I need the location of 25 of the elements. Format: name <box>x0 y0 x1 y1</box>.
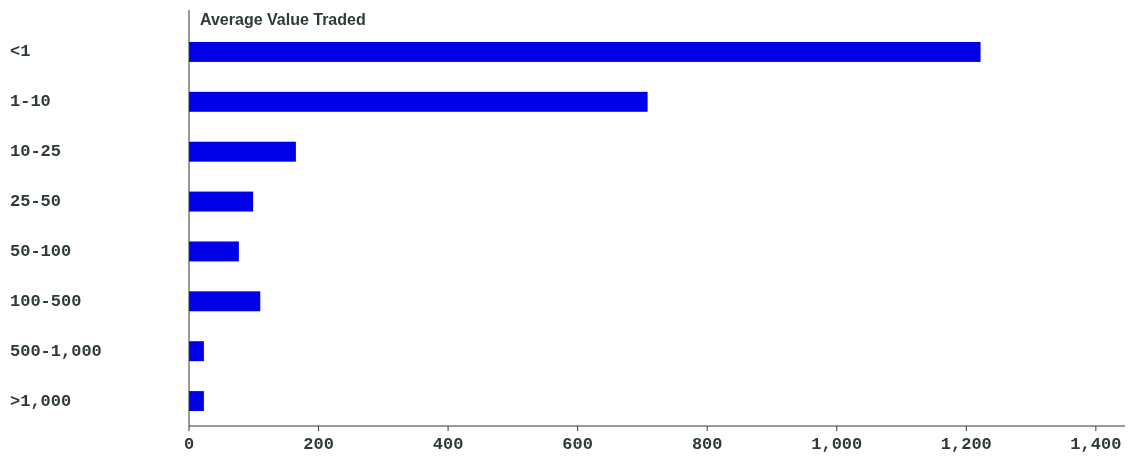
x-tick-label: 1,400 <box>1070 435 1122 454</box>
bar <box>189 41 981 62</box>
x-tick-label: 1,000 <box>811 435 863 454</box>
bar <box>189 291 261 312</box>
y-tick-label: 500-1,000 <box>10 341 102 361</box>
x-tick-label: 600 <box>562 435 593 454</box>
bar <box>189 341 204 362</box>
bar <box>189 191 254 212</box>
y-tick-label: 1-10 <box>10 92 51 112</box>
x-tick-label: 400 <box>432 435 464 454</box>
bar <box>189 141 296 162</box>
bar <box>189 91 648 112</box>
bar <box>189 391 204 412</box>
x-tick-label: 0 <box>183 435 195 454</box>
chart-title: Average Value Traded <box>200 11 366 28</box>
y-tick-label: 25-50 <box>10 192 62 212</box>
x-tick-label: 1,200 <box>940 435 992 454</box>
y-tick-label: 10-25 <box>10 142 62 162</box>
y-tick-label: >1,000 <box>10 391 72 411</box>
y-tick-label: 50-100 <box>10 241 72 261</box>
x-tick-label: 800 <box>691 435 723 454</box>
bar <box>189 241 239 262</box>
y-tick-label: <1 <box>10 42 31 62</box>
x-tick-label: 200 <box>303 435 334 454</box>
y-tick-label: 100-500 <box>10 291 82 311</box>
